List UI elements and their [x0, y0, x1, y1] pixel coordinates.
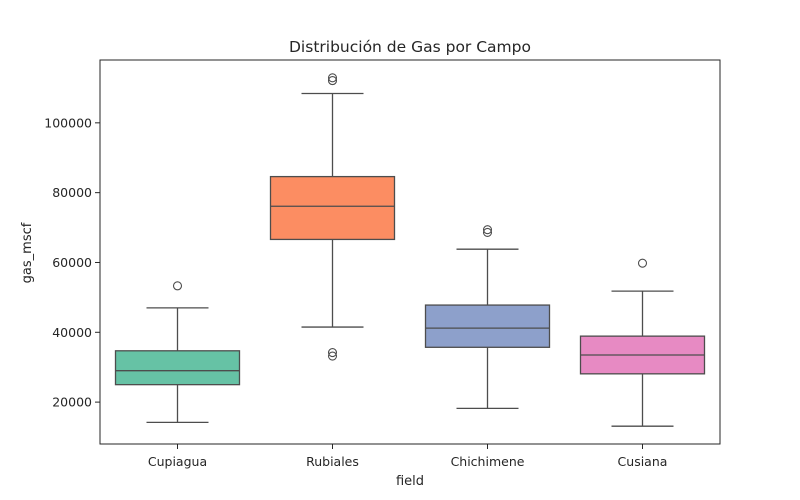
outlier-point — [327, 73, 338, 83]
chart-title: Distribución de Gas por Campo — [289, 38, 531, 56]
x-axis-title: field — [396, 474, 424, 489]
outlier-point — [327, 347, 338, 358]
x-tick-label: Chichimene — [451, 454, 525, 469]
outlier-point — [327, 76, 338, 86]
box-cusiana — [579, 258, 706, 427]
y-axis: 20000 40000 60000 80000 100000 — [44, 115, 100, 410]
plot-area — [114, 73, 706, 427]
outlier-point — [327, 351, 338, 361]
iqr-box — [114, 350, 241, 386]
y-tick-label: 60000 — [52, 255, 92, 270]
y-tick-label: 100000 — [44, 115, 92, 130]
y-tick-label: 20000 — [52, 395, 92, 410]
y-tick-label: 40000 — [52, 325, 92, 340]
x-tick-label: Cusiana — [618, 454, 668, 469]
outlier-point — [172, 281, 183, 291]
iqr-box — [424, 304, 551, 348]
box-rubiales — [269, 73, 396, 361]
box-cupiagua — [114, 281, 241, 424]
outlier-point — [482, 225, 493, 235]
plot-frame — [99, 59, 721, 445]
x-tick-label: Rubiales — [306, 454, 359, 469]
y-tick-label: 80000 — [52, 185, 92, 200]
iqr-box — [269, 175, 396, 241]
x-tick-label: Cupiagua — [148, 454, 207, 469]
outlier-point — [482, 227, 493, 238]
x-axis: Cupiagua Rubiales Chichimene Cusiana — [148, 444, 668, 469]
y-axis-title: gas_mscf — [20, 222, 35, 283]
box-chichimene — [424, 225, 551, 410]
outlier-point — [637, 258, 648, 268]
